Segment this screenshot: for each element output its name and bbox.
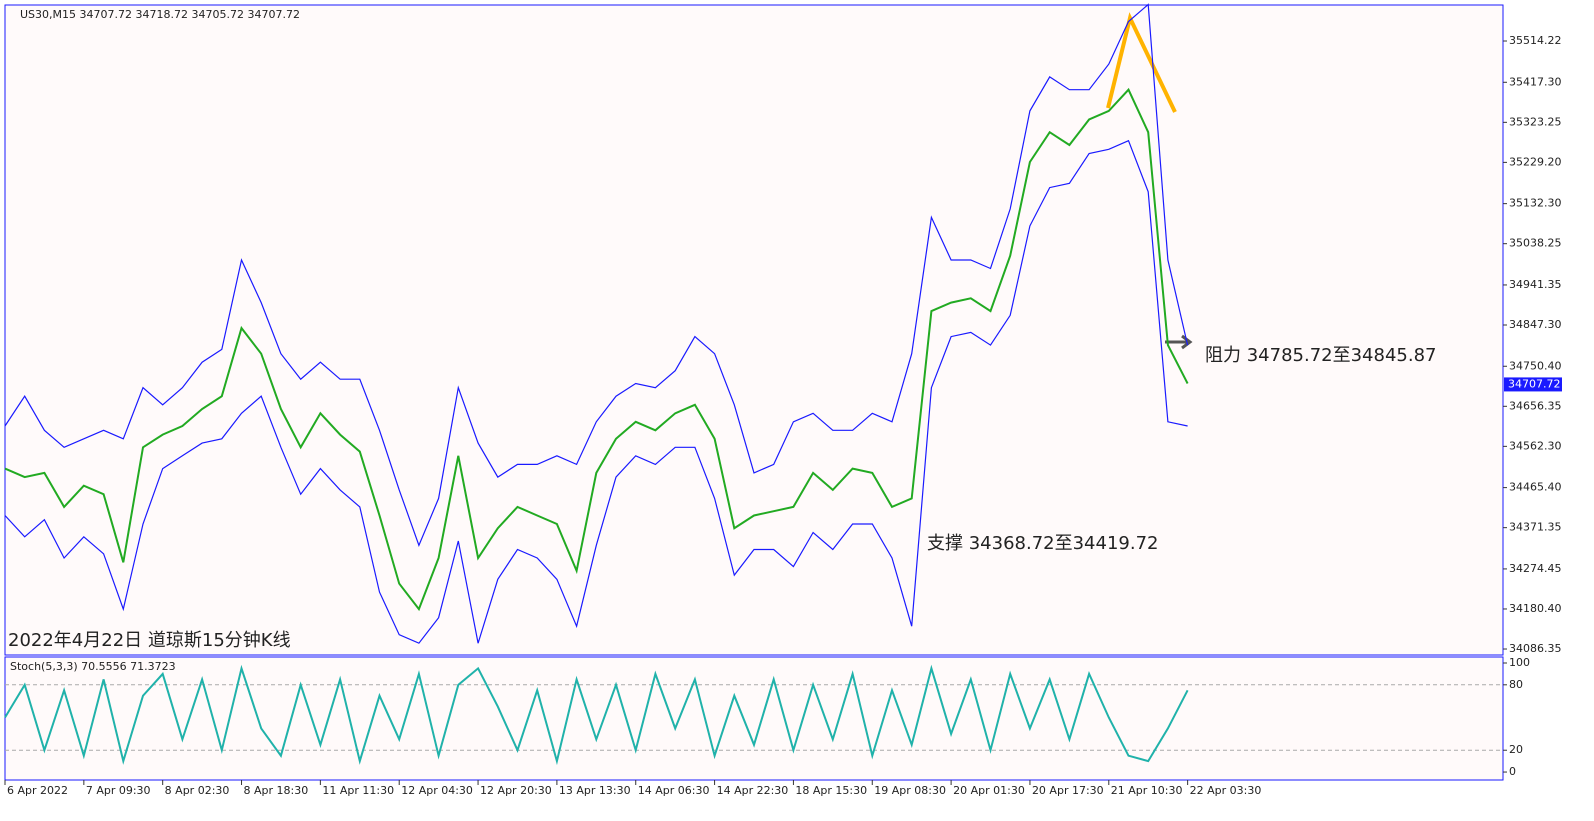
y-tick-label: 34750.40 [1509, 359, 1562, 372]
price-box [1504, 377, 1562, 392]
x-tick-label: 8 Apr 18:30 [244, 784, 309, 797]
y-tick-label: 34180.40 [1509, 602, 1562, 615]
y-tick-label: 35038.25 [1509, 237, 1562, 250]
x-tick-label: 18 Apr 15:30 [795, 784, 867, 797]
price-label: 34707.72 [1508, 377, 1561, 390]
x-tick-label: 20 Apr 01:30 [953, 784, 1025, 797]
y-tick-label: 35132.30 [1509, 197, 1562, 210]
y-tick-label: 35323.25 [1509, 115, 1562, 128]
x-tick-label: 12 Apr 04:30 [401, 784, 473, 797]
x-tick-label: 19 Apr 08:30 [874, 784, 946, 797]
series-line [4, 87, 1189, 612]
y-tick-label: 35514.22 [1509, 34, 1562, 47]
price-panel [4, 4, 1504, 656]
x-tick-label: 14 Apr 06:30 [638, 784, 710, 797]
series-line [4, 3, 1189, 547]
y-tick-label: 80 [1509, 678, 1523, 691]
y-tick-label: 34847.30 [1509, 318, 1562, 331]
stoch-title: Stoch(5,3,3) 70.5556 71.3723 [10, 660, 176, 673]
y-tick-label: 0 [1509, 765, 1516, 778]
y-tick-label: 34465.40 [1509, 481, 1562, 494]
y-tick-label: 34941.35 [1509, 278, 1562, 291]
annotation: 阻力 34785.72至34845.87 [1205, 345, 1437, 366]
x-tick-label: 12 Apr 20:30 [480, 784, 552, 797]
series-line [4, 139, 1188, 644]
x-tick-label: 20 Apr 17:30 [1032, 784, 1104, 797]
y-tick-label: 34562.30 [1509, 439, 1562, 452]
x-tick-label: 14 Apr 22:30 [717, 784, 789, 797]
x-tick-label: 13 Apr 13:30 [559, 784, 631, 797]
y-tick-label: 35229.20 [1509, 155, 1562, 168]
y-tick-label: 100 [1509, 656, 1530, 669]
y-tick-label: 20 [1509, 743, 1523, 756]
x-tick-label: 22 Apr 03:30 [1190, 784, 1262, 797]
chart-title: 2022年4月22日 道琼斯15分钟K线 [8, 630, 291, 651]
x-tick-label: 11 Apr 11:30 [322, 784, 394, 797]
resistance-arrow [1165, 334, 1193, 350]
x-tick-label: 21 Apr 10:30 [1111, 784, 1183, 797]
pattern-arrow [1106, 12, 1177, 113]
header: US30,M15 34707.72 34718.72 34705.72 3470… [20, 8, 300, 21]
y-tick-label: 34656.35 [1509, 399, 1562, 412]
x-tick-label: 7 Apr 09:30 [86, 784, 151, 797]
annotation: 支撑 34368.72至34419.72 [927, 533, 1159, 554]
x-tick-label: 6 Apr 2022 [7, 784, 68, 797]
y-tick-label: 35417.30 [1509, 75, 1562, 88]
x-tick-label: 8 Apr 02:30 [165, 784, 230, 797]
y-tick-label: 34371.35 [1509, 521, 1562, 534]
series-line [4, 664, 1189, 766]
stoch-panel [4, 656, 1504, 781]
y-tick-label: 34274.45 [1509, 562, 1562, 575]
y-tick-label: 34086.35 [1509, 642, 1562, 655]
